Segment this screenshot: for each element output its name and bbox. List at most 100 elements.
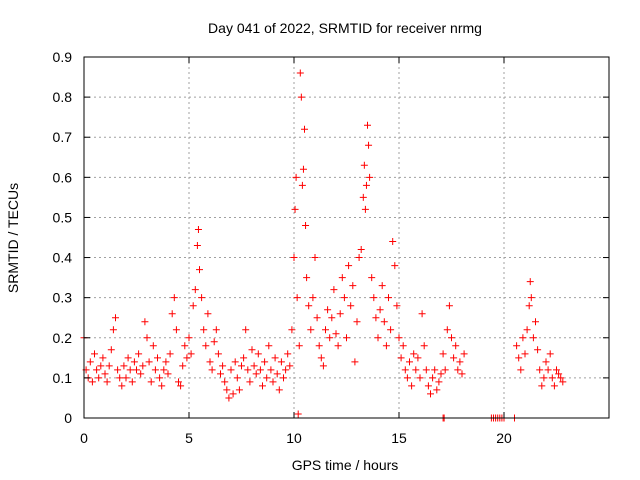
data-point xyxy=(93,366,101,374)
data-point xyxy=(526,278,534,286)
axes-layer: 0 0.1 0.2 0.3 0.4 0.5 0.6 0.7 0.8 0.9 0 5 10 15 20 xyxy=(53,49,609,446)
data-point xyxy=(277,358,285,366)
data-point xyxy=(546,350,554,358)
data-point xyxy=(101,370,109,378)
data-point xyxy=(406,358,413,366)
data-point xyxy=(559,378,567,386)
data-point xyxy=(254,350,262,358)
data-point xyxy=(162,358,170,366)
data-point xyxy=(185,334,193,342)
data-point xyxy=(366,173,374,181)
data-point xyxy=(427,390,434,398)
data-point xyxy=(128,378,136,386)
data-point xyxy=(324,306,332,314)
data-point xyxy=(403,374,411,382)
data-point xyxy=(291,205,299,213)
data-point xyxy=(301,125,308,133)
data-point xyxy=(362,181,370,189)
data-point xyxy=(303,274,311,282)
data-point xyxy=(395,334,403,342)
data-point xyxy=(223,386,231,394)
data-point xyxy=(416,374,424,382)
data-point xyxy=(460,350,468,358)
data-point xyxy=(133,366,140,374)
data-point xyxy=(542,358,550,366)
data-point xyxy=(445,302,453,310)
data-point xyxy=(313,314,321,322)
data-point xyxy=(280,374,287,382)
data-point xyxy=(322,326,329,334)
data-point xyxy=(357,246,365,254)
data-point xyxy=(164,370,172,378)
data-point xyxy=(557,374,565,382)
data-point xyxy=(107,346,115,354)
data-point xyxy=(380,318,388,326)
data-point xyxy=(544,366,552,374)
data-point xyxy=(219,362,227,370)
data-point xyxy=(229,390,237,398)
data-point xyxy=(112,314,119,322)
data-point xyxy=(315,342,323,350)
data-point xyxy=(187,350,195,358)
plot-frame xyxy=(83,56,610,419)
data-point xyxy=(120,362,128,370)
data-point xyxy=(534,346,542,354)
data-point xyxy=(334,342,342,350)
data-point xyxy=(151,366,159,374)
data-point xyxy=(193,242,201,250)
data-point xyxy=(410,350,418,358)
data-point xyxy=(297,93,305,101)
data-point xyxy=(235,386,243,394)
data-point xyxy=(374,334,382,342)
data-point xyxy=(194,225,202,233)
data-point xyxy=(393,302,401,310)
x-tick-label: 0 xyxy=(80,430,88,446)
data-point xyxy=(359,193,367,201)
data-point xyxy=(246,378,254,386)
data-point xyxy=(221,378,229,386)
data-point xyxy=(275,386,283,394)
data-point xyxy=(364,121,371,129)
data-point xyxy=(435,378,443,386)
data-point xyxy=(141,318,149,326)
data-point xyxy=(208,366,216,374)
data-point xyxy=(91,350,98,358)
data-point xyxy=(181,342,189,350)
data-point xyxy=(240,354,248,362)
data-point xyxy=(109,326,117,334)
x-tick-label: 5 xyxy=(185,430,193,446)
data-point xyxy=(196,266,203,274)
data-point xyxy=(401,366,409,374)
data-point xyxy=(443,326,451,334)
data-point xyxy=(311,254,319,262)
data-point xyxy=(450,354,458,362)
data-point xyxy=(103,378,111,386)
data-point xyxy=(124,354,132,362)
data-point xyxy=(553,366,560,374)
data-point xyxy=(343,334,350,342)
data-point xyxy=(385,294,392,302)
data-point xyxy=(282,366,290,374)
data-point xyxy=(227,366,235,374)
data-point xyxy=(414,354,422,362)
data-point xyxy=(340,294,348,302)
data-point xyxy=(307,326,315,334)
data-point xyxy=(290,254,298,262)
data-point xyxy=(517,366,525,374)
data-point xyxy=(527,294,535,302)
data-point xyxy=(299,165,307,173)
data-point xyxy=(365,141,373,149)
data-point xyxy=(437,370,445,378)
y-tick-label: 0.7 xyxy=(53,129,73,145)
data-point xyxy=(210,338,218,346)
data-point xyxy=(135,350,143,358)
y-tick-label: 0.1 xyxy=(53,370,73,386)
data-point xyxy=(441,366,449,374)
data-point xyxy=(292,173,300,181)
data-point xyxy=(99,354,107,362)
data-point xyxy=(532,318,539,326)
data-point xyxy=(387,326,395,334)
data-point xyxy=(217,370,224,378)
chart-title: Day 041 of 2022, SRMTID for receiver nrm… xyxy=(208,20,482,36)
data-point xyxy=(540,374,548,382)
